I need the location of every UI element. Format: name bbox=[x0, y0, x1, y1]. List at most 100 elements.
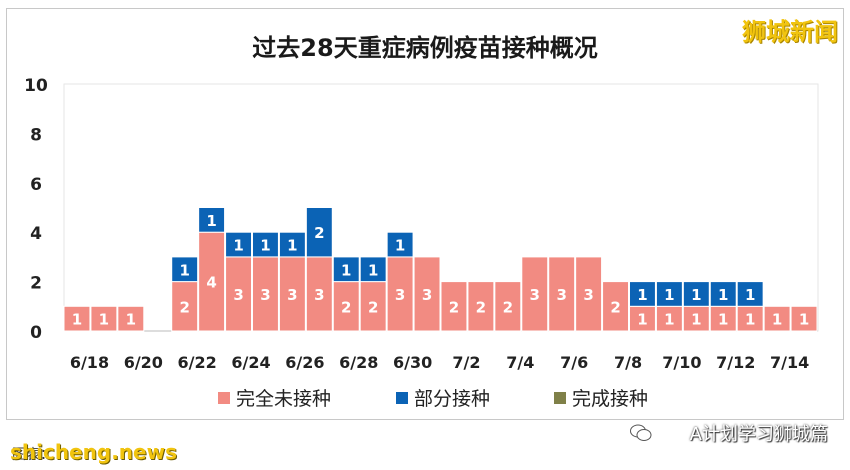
bar-partial bbox=[655, 281, 683, 307]
bar-data-label: 2 bbox=[341, 298, 351, 316]
bar-unvaccinated bbox=[521, 256, 549, 332]
x-tick-label: 6/18 bbox=[70, 353, 109, 372]
bar-data-label: 3 bbox=[314, 286, 324, 304]
x-tick-label: 6/20 bbox=[124, 353, 163, 372]
bar-unvaccinated bbox=[413, 256, 441, 332]
bar-unvaccinated bbox=[278, 256, 306, 332]
bar-partial bbox=[386, 231, 414, 258]
bar-data-label: 3 bbox=[260, 286, 270, 304]
x-tick-label: 6/26 bbox=[285, 353, 324, 372]
bar-partial bbox=[332, 256, 360, 283]
bar-unvaccinated bbox=[252, 256, 279, 332]
wechat-icon bbox=[630, 424, 652, 441]
x-tick-label: 7/2 bbox=[452, 353, 480, 372]
bar-unvaccinated bbox=[655, 305, 683, 332]
watermark-logo-text: 狮城新闻 bbox=[742, 18, 838, 46]
legend-swatch-unvaccinated bbox=[218, 391, 230, 404]
x-tick-label: 7/8 bbox=[614, 353, 642, 372]
bar-data-label: 1 bbox=[799, 311, 809, 329]
bar-data-label: 1 bbox=[772, 311, 782, 329]
bar-data-label: 3 bbox=[233, 286, 243, 304]
bar-data-label: 2 bbox=[610, 298, 620, 316]
bar-partial bbox=[359, 256, 387, 283]
bar-partial bbox=[736, 281, 764, 307]
legend-item-partial: 部分接种 bbox=[396, 384, 490, 411]
bar-data-label: 2 bbox=[476, 298, 486, 316]
bar-data-label: 2 bbox=[503, 298, 513, 316]
x-tick-label: 6/22 bbox=[178, 353, 217, 372]
bar-unvaccinated bbox=[225, 256, 252, 332]
legend: 完全未接种 部分接种 完成接种 bbox=[0, 384, 850, 411]
bar-data-label: 2 bbox=[314, 224, 324, 242]
bar-data-label: 1 bbox=[664, 286, 674, 304]
bar-partial bbox=[682, 281, 710, 307]
bar-data-label: 1 bbox=[206, 212, 216, 230]
bar-unvaccinated bbox=[629, 305, 656, 332]
bar-data-label: 1 bbox=[745, 311, 755, 329]
bar-data-label: 1 bbox=[126, 311, 136, 329]
x-tick-label: 6/24 bbox=[231, 353, 270, 372]
bar-unvaccinated bbox=[359, 281, 387, 332]
bar-unvaccinated bbox=[332, 281, 360, 332]
bar-unvaccinated bbox=[602, 281, 629, 332]
legend-label-partial: 部分接种 bbox=[414, 388, 491, 410]
bar-data-label: 1 bbox=[395, 237, 405, 255]
bar-partial bbox=[709, 281, 737, 307]
bar-unvaccinated bbox=[467, 281, 495, 332]
x-tick-label: 7/6 bbox=[560, 353, 588, 372]
wechat-account-label: A计划学习狮城篇 bbox=[689, 424, 828, 445]
bar-data-label: 1 bbox=[179, 261, 189, 279]
bar-partial bbox=[629, 281, 656, 307]
bar-unvaccinated bbox=[440, 281, 468, 332]
bar-partial bbox=[171, 256, 199, 283]
legend-item-complete: 完成接种 bbox=[554, 384, 648, 411]
bar-data-label: 2 bbox=[368, 298, 378, 316]
bar-partial bbox=[305, 207, 333, 258]
legend-item-unvaccinated: 完全未接种 bbox=[218, 384, 331, 411]
bar-data-label: 1 bbox=[718, 311, 728, 329]
bar-data-label: 3 bbox=[422, 286, 432, 304]
bar-data-label: 2 bbox=[449, 298, 459, 316]
legend-swatch-partial bbox=[396, 391, 408, 404]
watermark-bottom-left: shicheng.news bbox=[10, 440, 177, 464]
bar-unvaccinated bbox=[90, 305, 118, 332]
bar-data-label: 1 bbox=[341, 261, 351, 279]
bar-data-label: 1 bbox=[691, 286, 701, 304]
bar-partial bbox=[252, 231, 279, 258]
bar-partial bbox=[278, 231, 306, 258]
bar-data-label: 1 bbox=[745, 286, 755, 304]
bar-unvaccinated bbox=[386, 256, 414, 332]
x-tick-label: 7/10 bbox=[662, 353, 701, 372]
y-tick-label: 4 bbox=[30, 224, 42, 244]
bar-partial bbox=[225, 231, 252, 258]
bar-data-label: 3 bbox=[583, 286, 593, 304]
bar-unvaccinated bbox=[63, 305, 91, 332]
bar-data-label: 1 bbox=[72, 311, 82, 329]
bar-data-label: 1 bbox=[233, 237, 243, 255]
x-tick-label: 7/12 bbox=[716, 353, 755, 372]
bar-data-label: 1 bbox=[664, 311, 674, 329]
legend-label-unvaccinated: 完全未接种 bbox=[236, 388, 332, 410]
bar-unvaccinated bbox=[548, 256, 576, 332]
bar-unvaccinated bbox=[494, 281, 522, 332]
bar-data-label: 1 bbox=[691, 311, 701, 329]
bar-data-label: 1 bbox=[718, 286, 728, 304]
chart-frame bbox=[6, 8, 844, 420]
bar-unvaccinated bbox=[117, 305, 145, 332]
bar-unvaccinated bbox=[305, 256, 333, 332]
bar-data-label: 1 bbox=[637, 311, 647, 329]
source-label: 图表： bbox=[12, 447, 54, 463]
bar-data-label: 2 bbox=[179, 298, 189, 316]
bar-partial bbox=[198, 207, 226, 233]
bar-data-label: 4 bbox=[206, 274, 216, 292]
bar-data-label: 3 bbox=[395, 286, 405, 304]
x-tick-label: 7/4 bbox=[506, 353, 534, 372]
chart-title: 过去28天重症病例疫苗接种概况 bbox=[252, 34, 598, 62]
bar-data-label: 1 bbox=[99, 311, 109, 329]
x-tick-label: 6/28 bbox=[339, 353, 378, 372]
bar-data-label: 1 bbox=[260, 237, 270, 255]
bar-data-label: 1 bbox=[368, 261, 378, 279]
y-tick-label: 6 bbox=[30, 175, 42, 195]
bar-unvaccinated bbox=[763, 305, 791, 332]
